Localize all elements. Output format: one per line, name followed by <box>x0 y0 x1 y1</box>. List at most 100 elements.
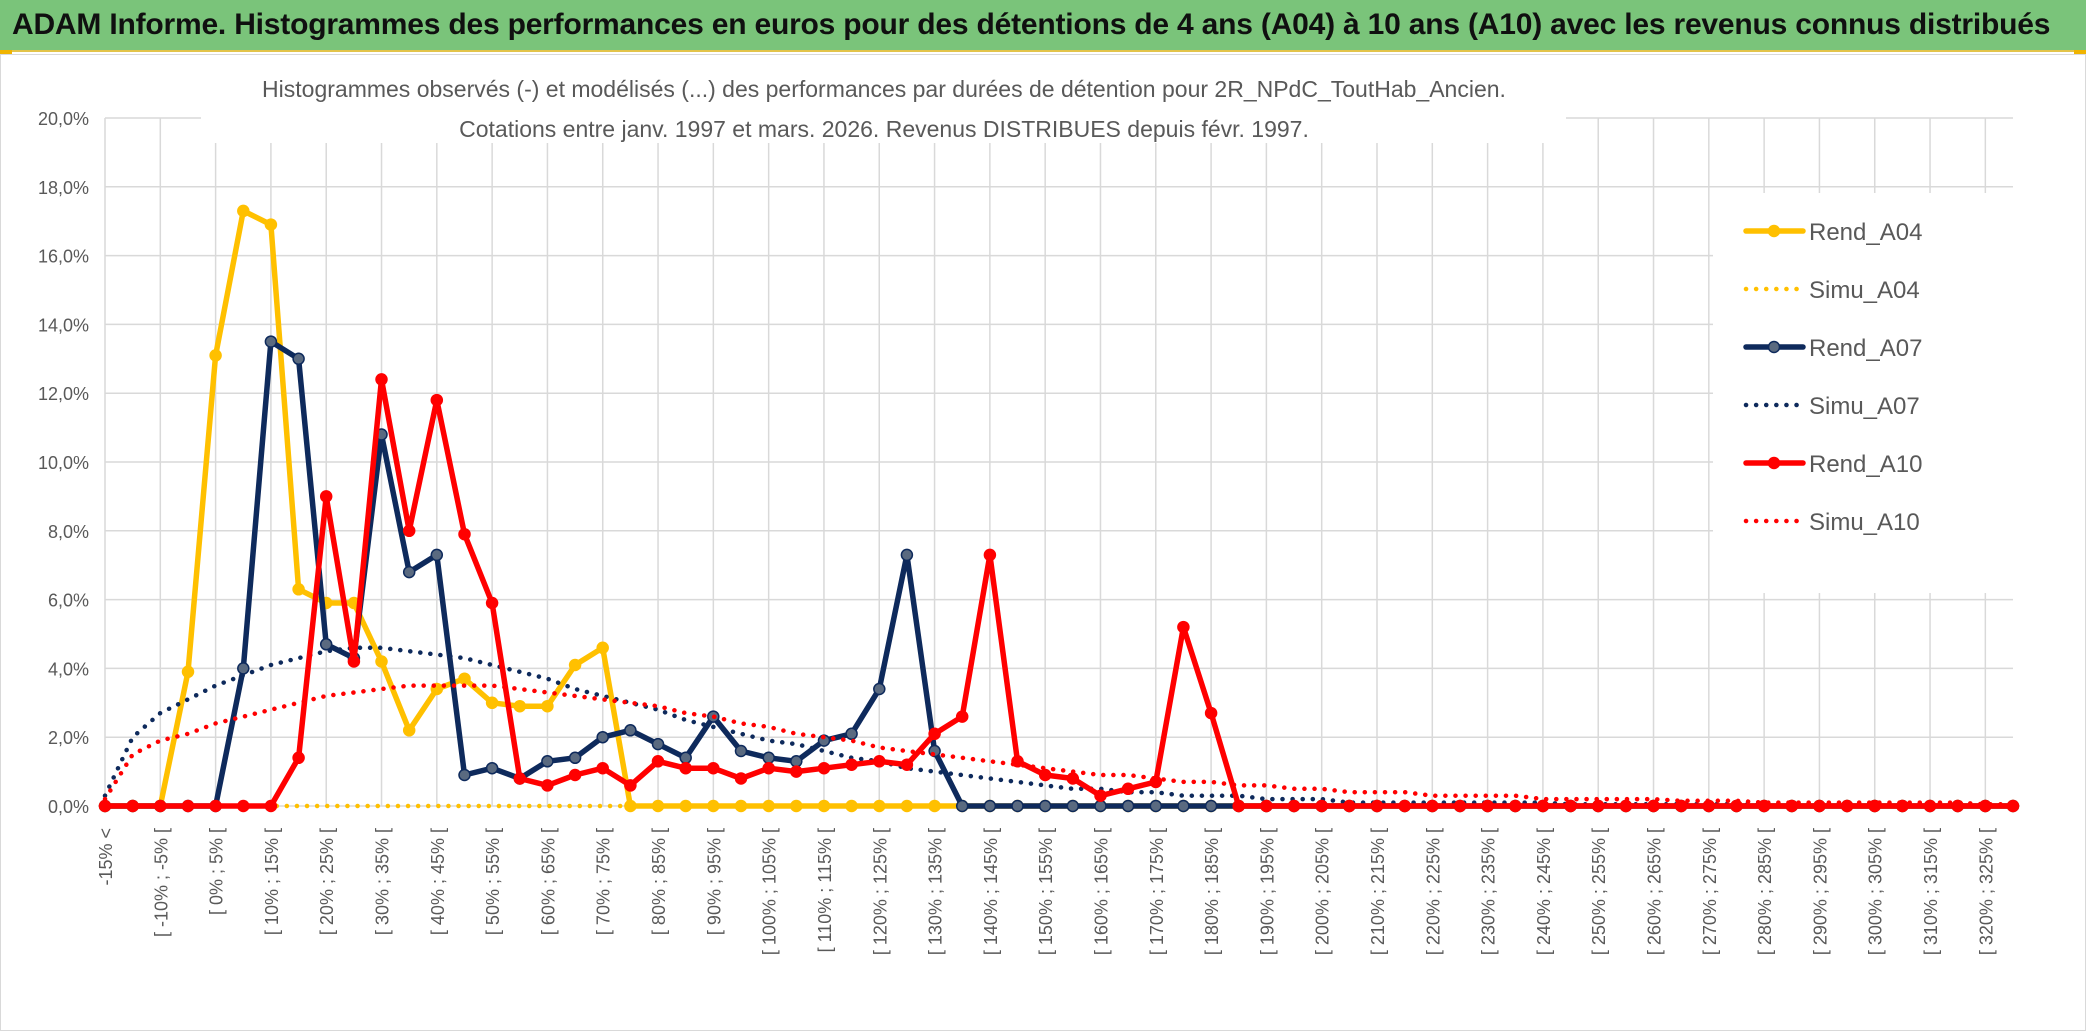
rend-a10-point <box>1121 782 1135 796</box>
rend-a10-point <box>375 373 388 386</box>
rend-a10-point <box>1453 799 1467 813</box>
rend-a04-point <box>209 349 222 362</box>
y-tick-label: 6,0% <box>48 591 89 611</box>
rend-a07-point <box>624 724 637 737</box>
x-tick-label: [ 270% ; 275% [ <box>1700 828 1720 955</box>
legend-simu-a10-label: Simu_A10 <box>1809 509 1920 536</box>
rend-a04-point <box>375 655 388 668</box>
x-tick-label: [ 240% ; 245% [ <box>1534 828 1554 955</box>
y-tick-label: 18,0% <box>38 178 89 198</box>
rend-a10-point <box>1343 799 1356 813</box>
rend-a07-point <box>402 565 416 579</box>
rend-a07-point <box>1204 799 1218 813</box>
rend-a10-point <box>707 761 720 775</box>
rend-a10-point <box>568 768 582 782</box>
rend-a10-point <box>1591 799 1605 813</box>
rend-a10-point <box>1481 799 1494 813</box>
x-tick-label: [ 210% ; 215% [ <box>1368 828 1388 955</box>
legend-rend-a10-marker <box>1767 456 1781 470</box>
x-tick-label: [ 140% ; 145% [ <box>981 828 1001 955</box>
rend-a07-point <box>790 755 803 768</box>
x-axis-ticks: -15% < [ -10% ; -5% [[ 0% ; 5% [[ 10% ; 1… <box>96 828 1996 955</box>
rend-a10-point <box>900 758 914 771</box>
rend-a07-point <box>458 768 471 782</box>
rend-a04-point <box>541 699 554 713</box>
rend-a10-point <box>1066 772 1080 785</box>
rend-a10-point <box>1426 799 1439 813</box>
rend-a07-point <box>596 730 609 744</box>
x-tick-label: [ 0% ; 5% [ <box>207 828 227 915</box>
rend-a07-point <box>430 548 444 562</box>
rend-a10-point <box>790 765 803 778</box>
x-tick-label: [ 220% ; 225% [ <box>1423 828 1443 955</box>
legend: Rend_A04 Simu_A04 Rend_A07 Simu_A07 Rend_A10… <box>1713 193 2013 593</box>
rend-a10-point <box>1038 768 1052 782</box>
rend-a10-point <box>264 799 278 813</box>
rend-a10-point <box>1536 799 1550 813</box>
legend-rend-a04-label: Rend_A04 <box>1809 219 1922 246</box>
rend-a10-point <box>430 393 444 407</box>
x-tick-label: -15% < <box>96 828 116 886</box>
x-tick-label: [ 20% ; 25% [ <box>317 828 337 935</box>
rend-a07-point <box>264 335 278 348</box>
chart-title-line2: Cotations entre janv. 1997 et mars. 2026… <box>459 116 1309 142</box>
x-tick-label: [ 110% ; 115% [ <box>815 828 835 952</box>
rend-a10-point <box>237 799 250 813</box>
corner-accent-right <box>2074 50 2086 54</box>
y-tick-label: 14,0% <box>38 315 89 335</box>
rend-a10-point <box>485 596 499 610</box>
rend-a07-point <box>292 352 305 366</box>
rend-a07-point <box>1177 799 1190 813</box>
chart-title-line1: Histogrammes observés (-) et modélisés (… <box>262 76 1506 102</box>
corner-accent-left <box>0 50 12 54</box>
y-tick-label: 4,0% <box>48 659 89 679</box>
rend-a10-point <box>1315 799 1328 813</box>
rend-a04-point <box>402 724 416 737</box>
rend-a10-point <box>1232 799 1245 813</box>
rend-a10-point <box>1619 799 1633 813</box>
x-tick-label: [ 130% ; 135% [ <box>926 828 946 955</box>
rend-a10-point <box>126 799 139 813</box>
rend-a10-point <box>209 799 222 813</box>
rend-a10-point <box>513 772 527 785</box>
legend-rend-a07-marker <box>1767 340 1781 354</box>
rend-a07-point <box>955 799 969 813</box>
x-tick-label: [ 70% ; 75% [ <box>594 828 614 935</box>
chart-area: 0,0% 2,0% 4,0% 6,0% 8,0% 10,0% 12,0% 14,0% 16,0%… <box>0 54 2086 1031</box>
x-tick-label: [ 40% ; 45% [ <box>428 828 448 935</box>
rend-a10-point <box>1370 799 1384 813</box>
rend-a07-point <box>237 662 250 675</box>
rend-a07-point <box>873 682 886 696</box>
x-tick-label: [ 80% ; 85% [ <box>649 828 669 935</box>
x-tick-label: [ 50% ; 55% [ <box>483 828 503 935</box>
rend-a04-point <box>568 658 582 672</box>
rend-a10-point <box>845 758 858 771</box>
y-tick-label: 20,0% <box>38 109 89 129</box>
rend-a07-point <box>651 737 665 751</box>
rend-a04-point <box>292 583 305 596</box>
rend-a04-point <box>181 665 195 679</box>
legend-rend-a04-marker <box>1767 224 1781 238</box>
rend-a07-point <box>845 727 858 741</box>
rend-a07-point <box>734 744 748 758</box>
rend-a07-point <box>1038 799 1052 813</box>
rend-a07-point <box>1011 799 1024 813</box>
rend-a07-point <box>1094 799 1107 813</box>
rend-a10-point <box>679 761 692 775</box>
simu-a07-line <box>102 645 2016 808</box>
x-tick-label: [ 10% ; 15% [ <box>262 828 282 935</box>
x-tick-label: [ 290% ; 295% [ <box>1810 828 1830 955</box>
rend-a10-point <box>458 527 471 541</box>
simu-a10-line <box>102 683 2016 807</box>
rend-a10-line <box>102 376 2016 809</box>
rend-a10-point <box>1287 799 1301 813</box>
x-tick-label: [ 30% ; 35% [ <box>373 828 393 935</box>
x-tick-label: [ 90% ; 95% [ <box>704 828 724 935</box>
y-tick-label: 8,0% <box>48 522 89 542</box>
x-tick-label: [ 280% ; 285% [ <box>1755 828 1775 955</box>
rend-a10-point <box>955 710 969 723</box>
rend-a07-point <box>679 751 692 765</box>
x-tick-label: [ 160% ; 165% [ <box>1091 828 1111 955</box>
x-tick-label: [ 150% ; 155% [ <box>1036 828 1056 955</box>
x-tick-label: [ 320% ; 325% [ <box>1976 828 1996 955</box>
